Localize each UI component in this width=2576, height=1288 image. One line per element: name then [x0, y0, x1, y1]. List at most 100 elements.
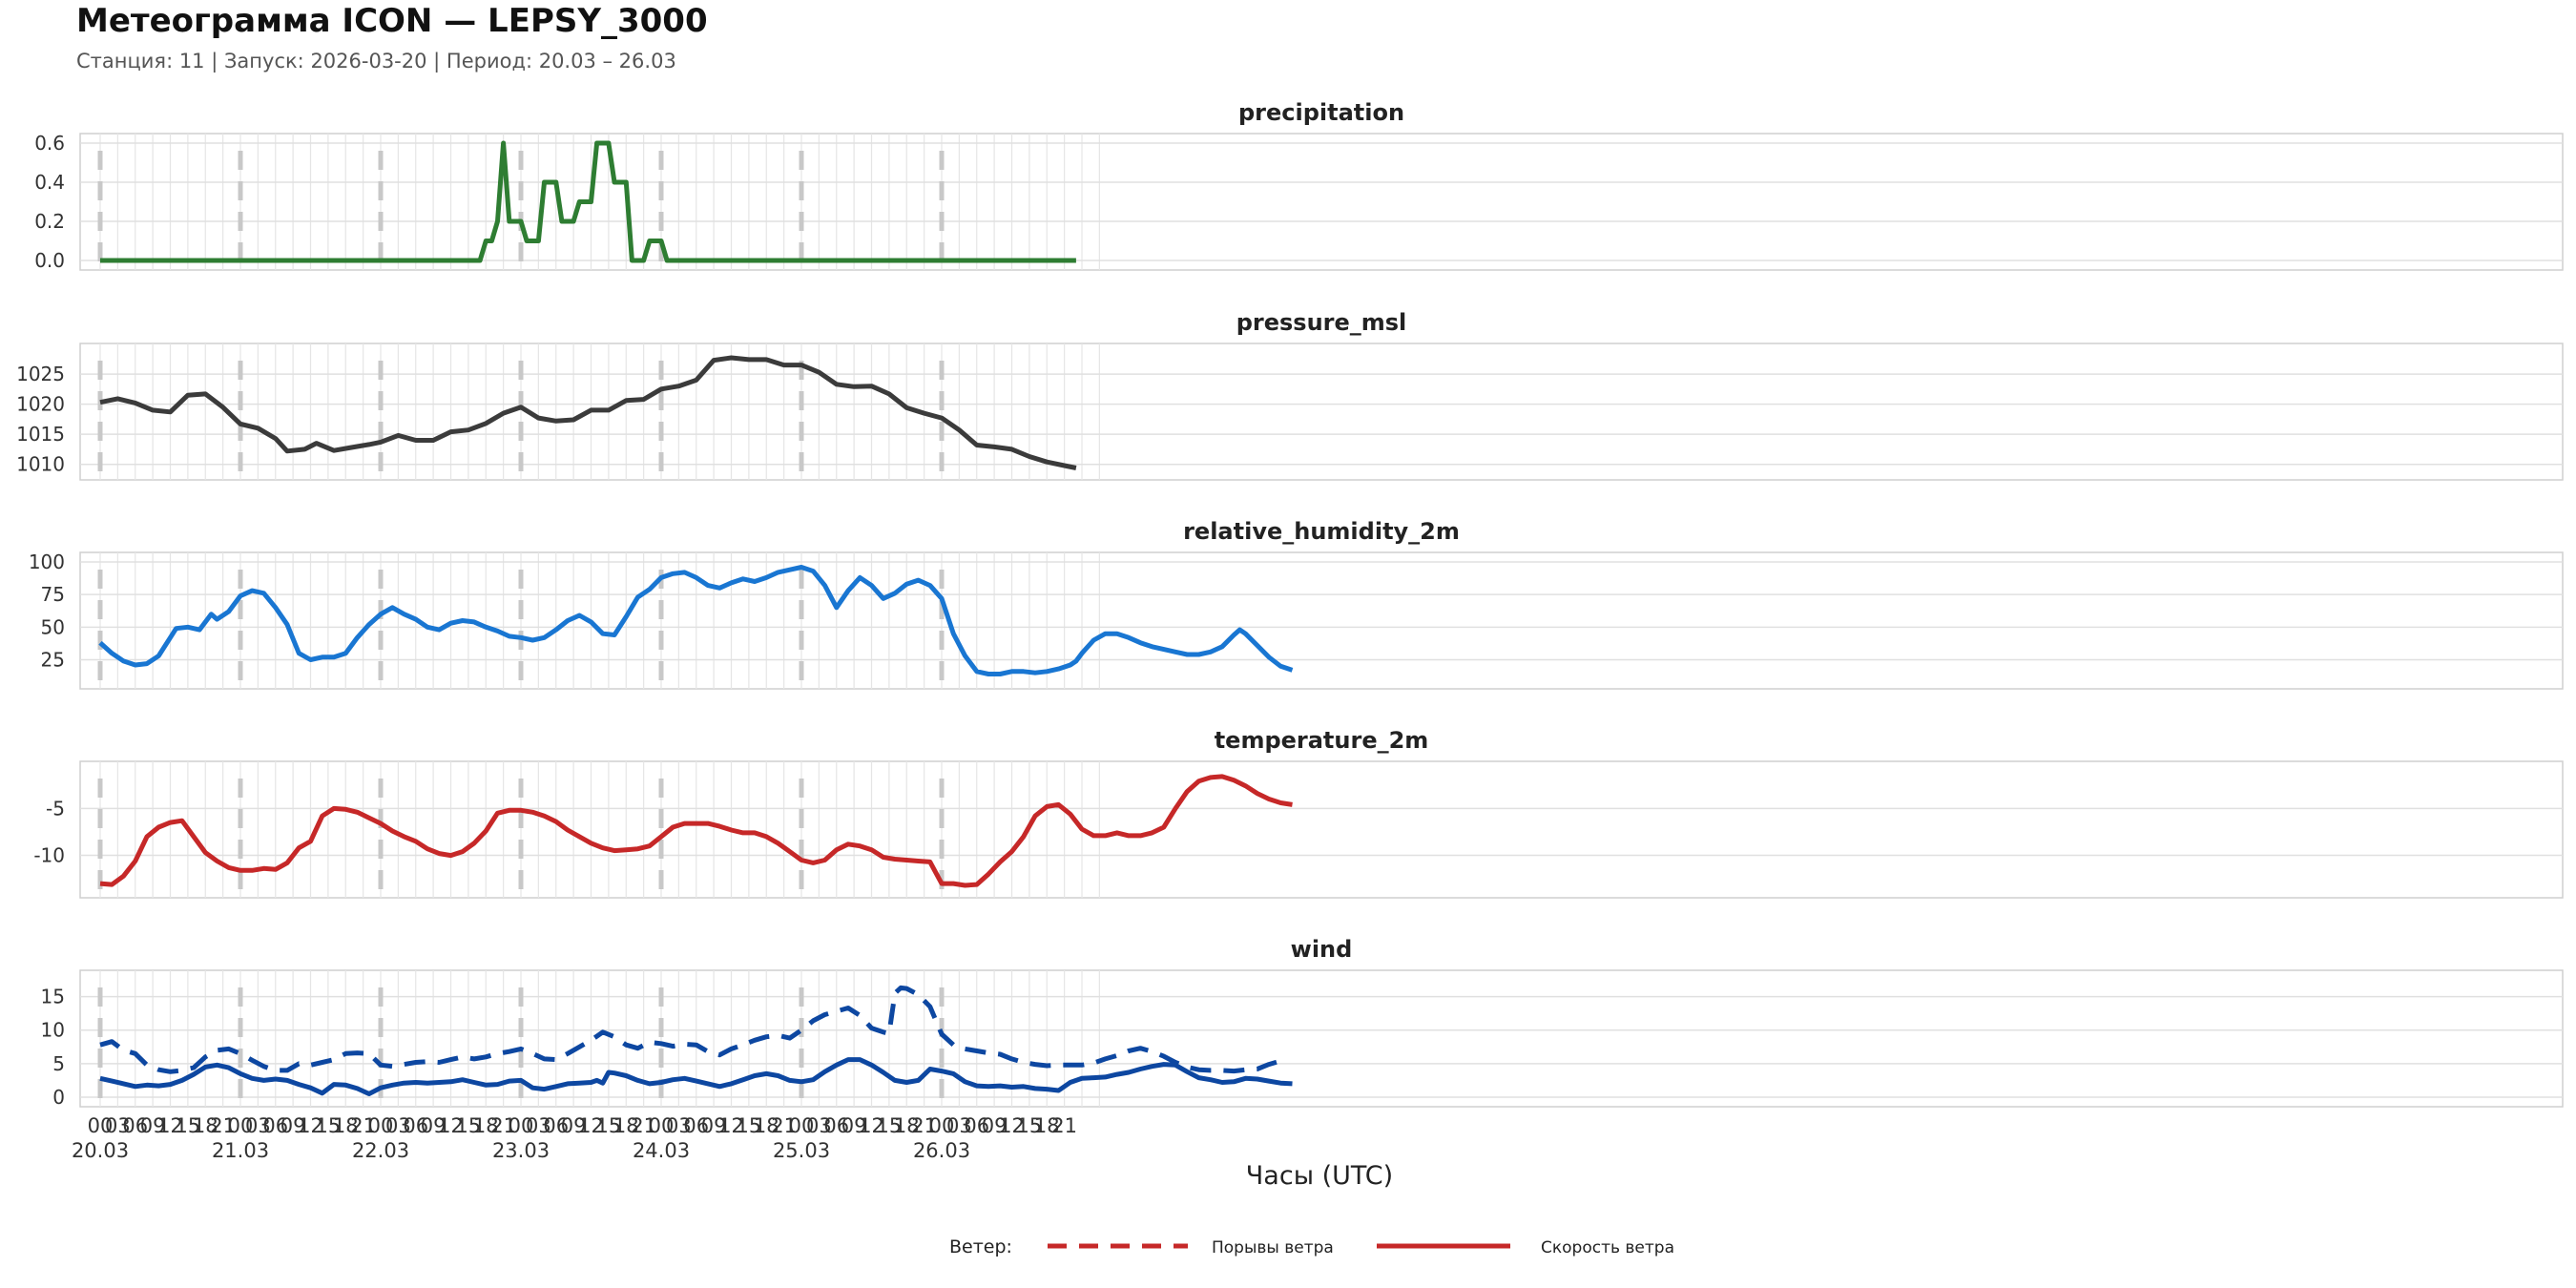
panel-precipitation: 0.0 0.2 0.4 0.6 precipitation [34, 99, 2564, 272]
x-tick-label: 06 [262, 1114, 288, 1137]
x-tick-label: 21 [771, 1114, 797, 1137]
x-tick-label: 00 [649, 1114, 675, 1137]
x-tick-label: 00 [509, 1114, 534, 1137]
x-day-label: 21.03 [212, 1139, 269, 1162]
y-tick-label: 100 [29, 551, 65, 573]
y-tick-label: 1020 [16, 393, 65, 416]
x-tick-label: 15 [737, 1114, 762, 1137]
y-tick-label: 0.0 [34, 249, 65, 272]
x-day-label: 23.03 [492, 1139, 550, 1162]
x-day-label: 26.03 [913, 1139, 970, 1162]
panel-title: temperature_2m [1215, 727, 1429, 754]
y-tick-label: -5 [46, 797, 65, 820]
x-tick-label: 03 [946, 1114, 972, 1137]
x-tick-label: 15 [316, 1114, 342, 1137]
x-tick-label: 00 [789, 1114, 815, 1137]
x-tick-label: 06 [122, 1114, 148, 1137]
x-tick-label: 09 [701, 1114, 727, 1137]
x-tick-label: 00 [228, 1114, 254, 1137]
y-tick-label: 15 [41, 986, 65, 1008]
x-tick-label: 09 [982, 1114, 1008, 1137]
panel-frame [79, 551, 2564, 690]
x-tick-label: 21 [911, 1114, 937, 1137]
legend-label-gusts: Порывы ветра [1212, 1238, 1334, 1257]
x-tick-label: 21 [490, 1114, 516, 1137]
x-tick-label: 18 [473, 1114, 499, 1137]
series-line-Скорость ветра [99, 1057, 1293, 1096]
x-tick-label: 15 [877, 1114, 903, 1137]
legend: Ветер: Порывы ветра Скорость ветра [949, 1236, 1674, 1257]
x-axis-label: Часы (UTC) [1246, 1161, 1393, 1191]
x-tick-label: 15 [176, 1114, 201, 1137]
x-day-label: 24.03 [633, 1139, 690, 1162]
y-tick-label: 0.4 [34, 171, 65, 194]
x-tick-label: 15 [456, 1114, 482, 1137]
x-tick-label: 06 [403, 1114, 428, 1137]
x-tick-label: 18 [613, 1114, 639, 1137]
x-day-label: 22.03 [352, 1139, 409, 1162]
x-tick-label: 03 [666, 1114, 692, 1137]
x-tick-label: 03 [245, 1114, 271, 1137]
panel-title: pressure_msl [1236, 309, 1407, 336]
x-tick-label: 00 [929, 1114, 955, 1137]
x-tick-label: 03 [806, 1114, 832, 1137]
x-tick-label: 06 [683, 1114, 709, 1137]
x-tick-label: 18 [333, 1114, 359, 1137]
x-tick-label: 09 [561, 1114, 587, 1137]
x-tick-label: 21 [350, 1114, 376, 1137]
x-tick-label: 03 [526, 1114, 551, 1137]
y-tick-label: 10 [41, 1019, 65, 1042]
legend-label-speed: Скорость ветра [1541, 1238, 1674, 1257]
x-tick-label: 06 [543, 1114, 569, 1137]
panel-frame [79, 343, 2564, 481]
x-day-label: 20.03 [72, 1139, 129, 1162]
x-tick-label: 21 [1051, 1114, 1077, 1137]
y-tick-label: -10 [33, 844, 65, 867]
series-line-Порывы ветра [99, 985, 1282, 1074]
panel-title: wind [1291, 936, 1353, 963]
x-tick-label: 12 [298, 1114, 323, 1137]
y-tick-label: 5 [52, 1052, 65, 1075]
x-axis: 0003060912151821000306091215182100030609… [72, 1114, 1393, 1191]
x-tick-label: 18 [754, 1114, 779, 1137]
x-tick-label: 21 [631, 1114, 656, 1137]
y-tick-label: 0.2 [34, 210, 65, 233]
panel-pressure_msl: 1010 1015 1020 1025 pressure_msl [16, 309, 2564, 481]
x-tick-label: 15 [1017, 1114, 1043, 1137]
x-tick-label: 18 [1034, 1114, 1060, 1137]
x-tick-label: 06 [964, 1114, 989, 1137]
y-tick-label: 0 [52, 1086, 65, 1109]
series-line-precipitation [100, 140, 1076, 263]
series-line-relative_humidity_2m [98, 565, 1294, 676]
x-tick-label: 18 [894, 1114, 920, 1137]
page-subtitle: Станция: 11 | Запуск: 2026-03-20 | Перио… [76, 50, 676, 73]
x-tick-label: 12 [999, 1114, 1025, 1137]
x-tick-label: 12 [157, 1114, 183, 1137]
y-tick-label: 1025 [16, 363, 65, 385]
x-tick-label: 12 [578, 1114, 604, 1137]
panel-title: relative_humidity_2m [1183, 518, 1460, 545]
y-tick-label: 1010 [16, 453, 65, 476]
x-tick-label: 09 [140, 1114, 166, 1137]
panel-frame [79, 760, 2564, 899]
series-line-pressure_msl [99, 355, 1077, 470]
panel-frame [79, 969, 2564, 1108]
legend-title: Ветер: [949, 1236, 1012, 1257]
x-tick-label: 03 [385, 1114, 411, 1137]
x-tick-label: 03 [105, 1114, 131, 1137]
x-tick-label: 00 [88, 1114, 114, 1137]
y-tick-label: 25 [41, 649, 65, 672]
y-tick-label: 50 [41, 615, 65, 638]
panel-frame [79, 133, 2564, 271]
x-tick-label: 12 [438, 1114, 464, 1137]
panel-temperature_2m: -5 -10 temperature_2m [33, 727, 2564, 899]
x-tick-label: 09 [421, 1114, 447, 1137]
x-tick-label: 06 [823, 1114, 849, 1137]
panel-relative_humidity_2m: 25 50 75 100 relative_humidity_2m [29, 518, 2564, 690]
x-tick-label: 21 [210, 1114, 236, 1137]
y-tick-label: 0.6 [34, 132, 65, 155]
panel-title: precipitation [1238, 99, 1404, 126]
page-title: Метеограмма ICON — LEPSY_3000 [76, 2, 708, 40]
x-day-label: 25.03 [773, 1139, 830, 1162]
